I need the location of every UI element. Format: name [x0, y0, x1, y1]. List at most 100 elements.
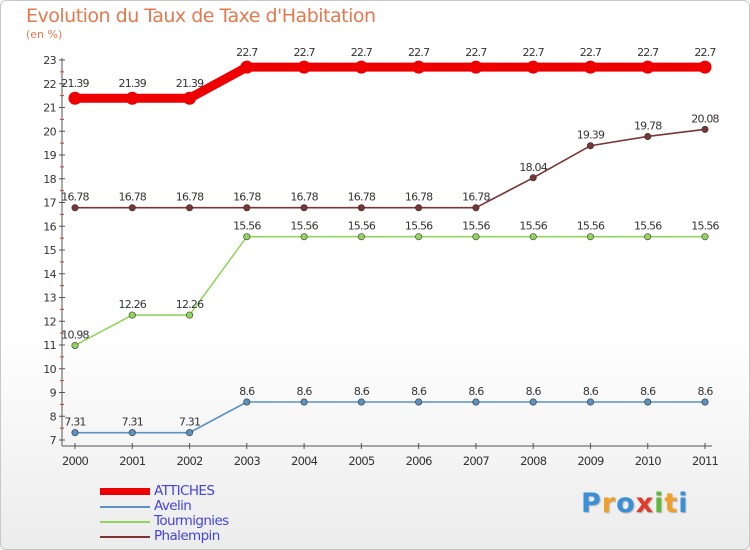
data-label: 8.6 — [640, 385, 656, 398]
y-tick-label: 21 — [43, 102, 56, 115]
data-point — [529, 174, 537, 182]
data-label: 15.56 — [462, 220, 490, 233]
data-label: 8.6 — [297, 385, 313, 398]
data-point — [415, 398, 423, 406]
data-point — [641, 60, 655, 74]
data-point — [415, 204, 423, 212]
data-label: 8.6 — [583, 385, 599, 398]
data-label: 22.7 — [580, 46, 602, 59]
chart-title: Evolution du Taux de Taxe d'Habitation — [26, 5, 376, 27]
series-line-tourmignies — [74, 235, 705, 347]
data-point — [297, 60, 311, 74]
legend-item-tourmignies: Tourmignies — [100, 514, 300, 529]
data-label: 16.78 — [462, 191, 490, 204]
data-label: 7.31 — [179, 416, 200, 429]
data-label: 8.6 — [697, 385, 713, 398]
data-point — [186, 204, 194, 212]
data-point — [68, 91, 82, 105]
x-tick-label: 2001 — [119, 454, 146, 468]
data-label: 22.7 — [236, 46, 258, 59]
chart-subtitle: (en %) — [26, 28, 63, 41]
y-tick-label: 14 — [43, 268, 56, 281]
legend-swatch — [100, 488, 150, 495]
data-label: 15.56 — [634, 220, 662, 233]
x-tick-label: 2002 — [177, 454, 204, 468]
data-point — [586, 142, 594, 150]
x-tick-label: 2004 — [291, 454, 318, 468]
y-tick-label: 20 — [43, 125, 56, 138]
data-label: 16.78 — [61, 191, 89, 204]
data-point — [415, 233, 423, 241]
data-label: 7.31 — [64, 416, 85, 429]
logo-letter: i — [678, 488, 689, 519]
data-point — [701, 125, 709, 133]
data-point — [71, 204, 79, 212]
data-point — [701, 398, 709, 406]
legend-label: Avelin — [154, 498, 192, 514]
data-point — [472, 233, 480, 241]
data-point — [644, 132, 652, 140]
y-tick-label: 15 — [43, 244, 56, 257]
data-label: 16.78 — [290, 191, 318, 204]
data-point — [357, 398, 365, 406]
data-point — [125, 91, 139, 105]
logo-letter: i — [654, 488, 665, 519]
data-point — [300, 233, 308, 241]
logo-letter: r — [601, 488, 617, 519]
data-label: 21.39 — [61, 77, 89, 90]
data-point — [472, 204, 480, 212]
data-label: 22.7 — [465, 46, 487, 59]
data-label: 15.56 — [348, 220, 376, 233]
y-tick-label: 18 — [43, 173, 56, 186]
data-point — [186, 311, 194, 319]
data-point — [128, 204, 136, 212]
x-tick-label: 2011 — [692, 454, 719, 468]
data-label: 22.7 — [523, 46, 545, 59]
data-label: 21.39 — [119, 77, 147, 90]
y-tick-label: 7 — [50, 434, 57, 447]
series-line-avelin — [75, 401, 705, 434]
data-label: 22.7 — [351, 46, 373, 59]
data-label: 15.56 — [233, 220, 261, 233]
data-label: 12.26 — [176, 298, 204, 311]
data-label: 10.98 — [61, 328, 89, 341]
data-point — [71, 341, 79, 349]
data-point — [128, 311, 136, 319]
data-label: 22.7 — [637, 46, 659, 59]
legend-swatch — [100, 506, 150, 508]
series-line-phalempin — [75, 128, 706, 209]
legend-label: Phalempin — [154, 528, 220, 544]
data-label: 15.56 — [405, 220, 433, 233]
data-label: 15.56 — [691, 220, 719, 233]
x-tick-label: 2005 — [348, 454, 375, 468]
x-tick-label: 2003 — [234, 454, 261, 468]
data-point — [469, 60, 483, 74]
legend-item-avelin: Avelin — [100, 499, 300, 514]
data-point — [698, 60, 712, 74]
legend-label: ATTICHES — [154, 483, 215, 499]
data-label: 22.7 — [694, 46, 716, 59]
y-tick-label: 11 — [43, 339, 56, 352]
legend: ATTICHES Avelin Tourmignies Phalempin — [100, 484, 300, 544]
data-label: 19.78 — [634, 119, 662, 132]
data-label: 18.04 — [519, 161, 547, 174]
data-label: 16.78 — [348, 191, 376, 204]
data-point — [472, 398, 480, 406]
legend-swatch — [100, 536, 150, 538]
data-point — [357, 233, 365, 241]
logo-letter: P — [581, 488, 602, 519]
data-label: 20.08 — [691, 112, 719, 125]
logo-letter: t — [664, 488, 679, 519]
y-tick-label: 22 — [43, 78, 56, 91]
y-tick-label: 12 — [43, 315, 56, 328]
data-point — [586, 398, 594, 406]
proxiti-logo: Proxiti — [581, 488, 689, 519]
data-point — [586, 233, 594, 241]
y-tick-label: 19 — [43, 149, 56, 162]
data-point — [357, 204, 365, 212]
legend-item-attiches: ATTICHES — [100, 484, 300, 499]
y-tick-label: 23 — [43, 54, 56, 67]
data-point — [243, 398, 251, 406]
